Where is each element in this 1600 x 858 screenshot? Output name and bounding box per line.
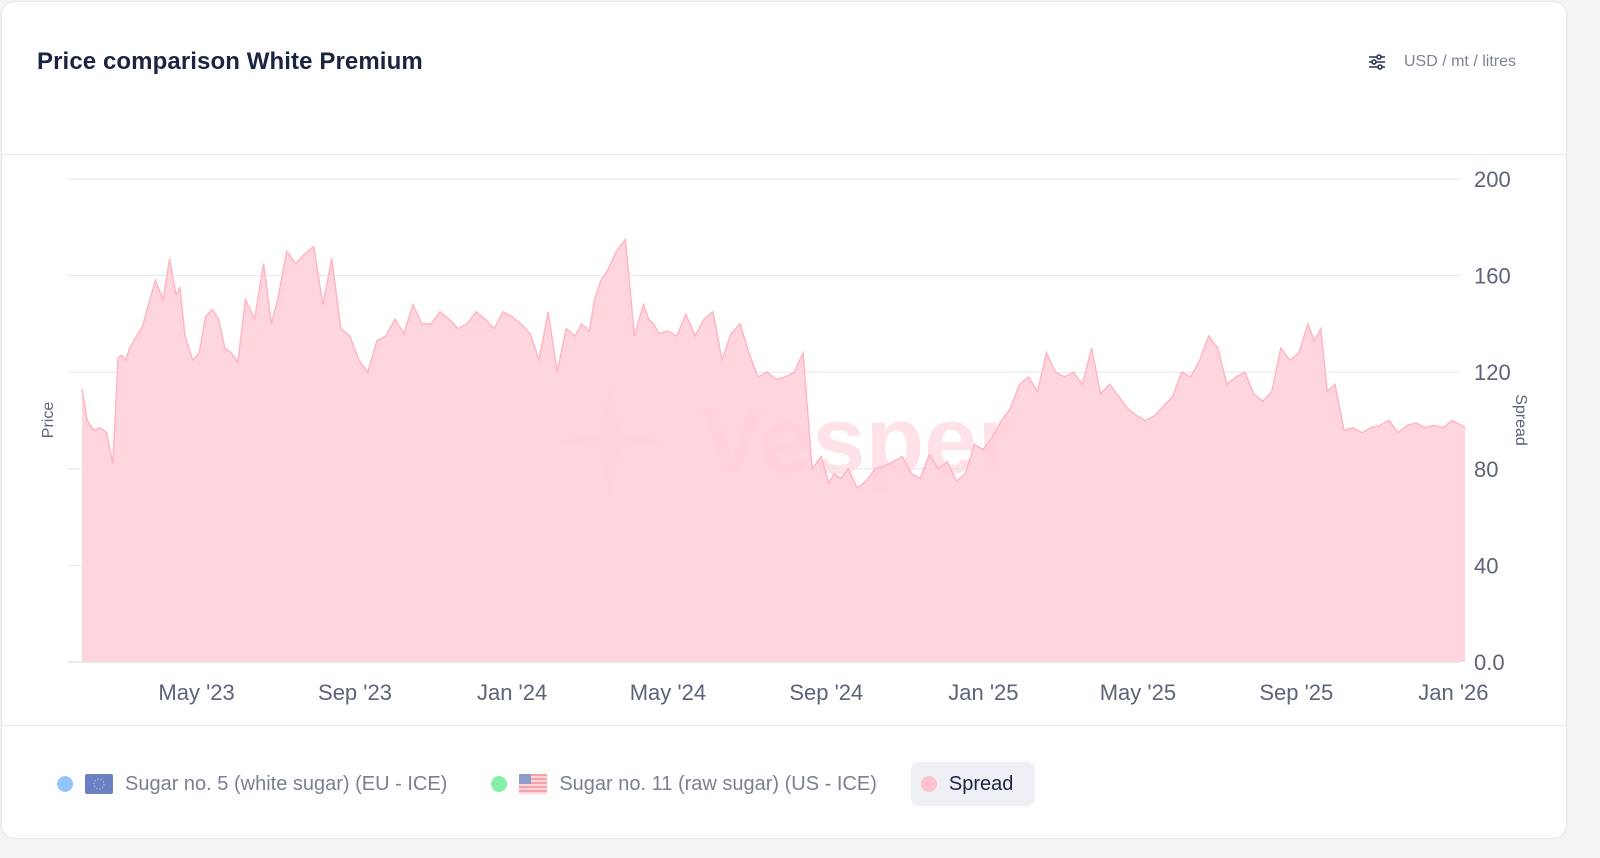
x-tick-label: Sep '24	[789, 680, 863, 705]
legend-dot	[491, 776, 508, 792]
units-label[interactable]: USD / mt / litres	[1403, 53, 1516, 70]
legend-label: Sugar no. 5 (white sugar) (EU - ICE)	[125, 772, 448, 795]
legend-item-spread[interactable]: Spread	[910, 762, 1036, 806]
spread-line	[81, 237, 1466, 490]
chart-card: Price comparison White Premium USD / mt …	[1, 1, 1567, 839]
y-tick-label: 200	[1474, 167, 1511, 192]
y-axis-label-left: Price	[40, 402, 57, 439]
chart-area: Vesper 0.0 40 80 120 160 200 May '23 Sep '23 Ja…	[2, 155, 1566, 725]
x-tick-label: May '25	[1100, 680, 1176, 705]
y-tick-label: 0.0	[1474, 650, 1505, 675]
legend-label: Spread	[948, 772, 1014, 795]
card-header: Price comparison White Premium USD / mt …	[2, 2, 1566, 155]
y-tick-label: 80	[1474, 457, 1498, 482]
x-tick-label: May '23	[158, 680, 234, 705]
y-tick-label: 120	[1474, 360, 1511, 385]
y-tick-label: 40	[1474, 553, 1498, 578]
legend: Sugar no. 5 (white sugar) (EU - ICE) Sug…	[47, 762, 1059, 806]
us-flag-icon	[519, 774, 548, 794]
spread-area	[82, 239, 1465, 662]
legend-dot	[920, 776, 937, 792]
x-tick-label: Sep '23	[318, 680, 392, 705]
chart-title: Price comparison White Premium	[37, 48, 423, 75]
legend-label: Sugar no. 11 (raw sugar) (US - ICE)	[559, 772, 877, 795]
legend-item-white-sugar[interactable]: Sugar no. 5 (white sugar) (EU - ICE)	[47, 762, 457, 806]
x-tick-label: Sep '25	[1259, 680, 1333, 705]
units-selector[interactable]: USD / mt / litres	[1368, 53, 1516, 71]
eu-flag-icon	[85, 774, 113, 794]
legend-footer: Sugar no. 5 (white sugar) (EU - ICE) Sug…	[2, 725, 1566, 838]
x-axis-ticks: May '23 Sep '23 Jan '24 May '24 Sep '24 Jan '…	[158, 680, 1488, 705]
y-tick-label: 160	[1474, 264, 1511, 289]
y-axis-ticks: 0.0 40 80 120 160 200	[1474, 167, 1511, 675]
legend-dot	[57, 776, 73, 792]
legend-item-raw-sugar[interactable]: Sugar no. 11 (raw sugar) (US - ICE)	[481, 762, 887, 806]
x-tick-label: Jan '25	[948, 680, 1018, 705]
x-tick-label: Jan '24	[477, 680, 547, 705]
y-axis-label-right: Spread	[1512, 394, 1529, 446]
sliders-icon[interactable]	[1368, 53, 1386, 71]
x-tick-label: May '24	[630, 680, 706, 705]
x-tick-label: Jan '26	[1418, 680, 1488, 705]
